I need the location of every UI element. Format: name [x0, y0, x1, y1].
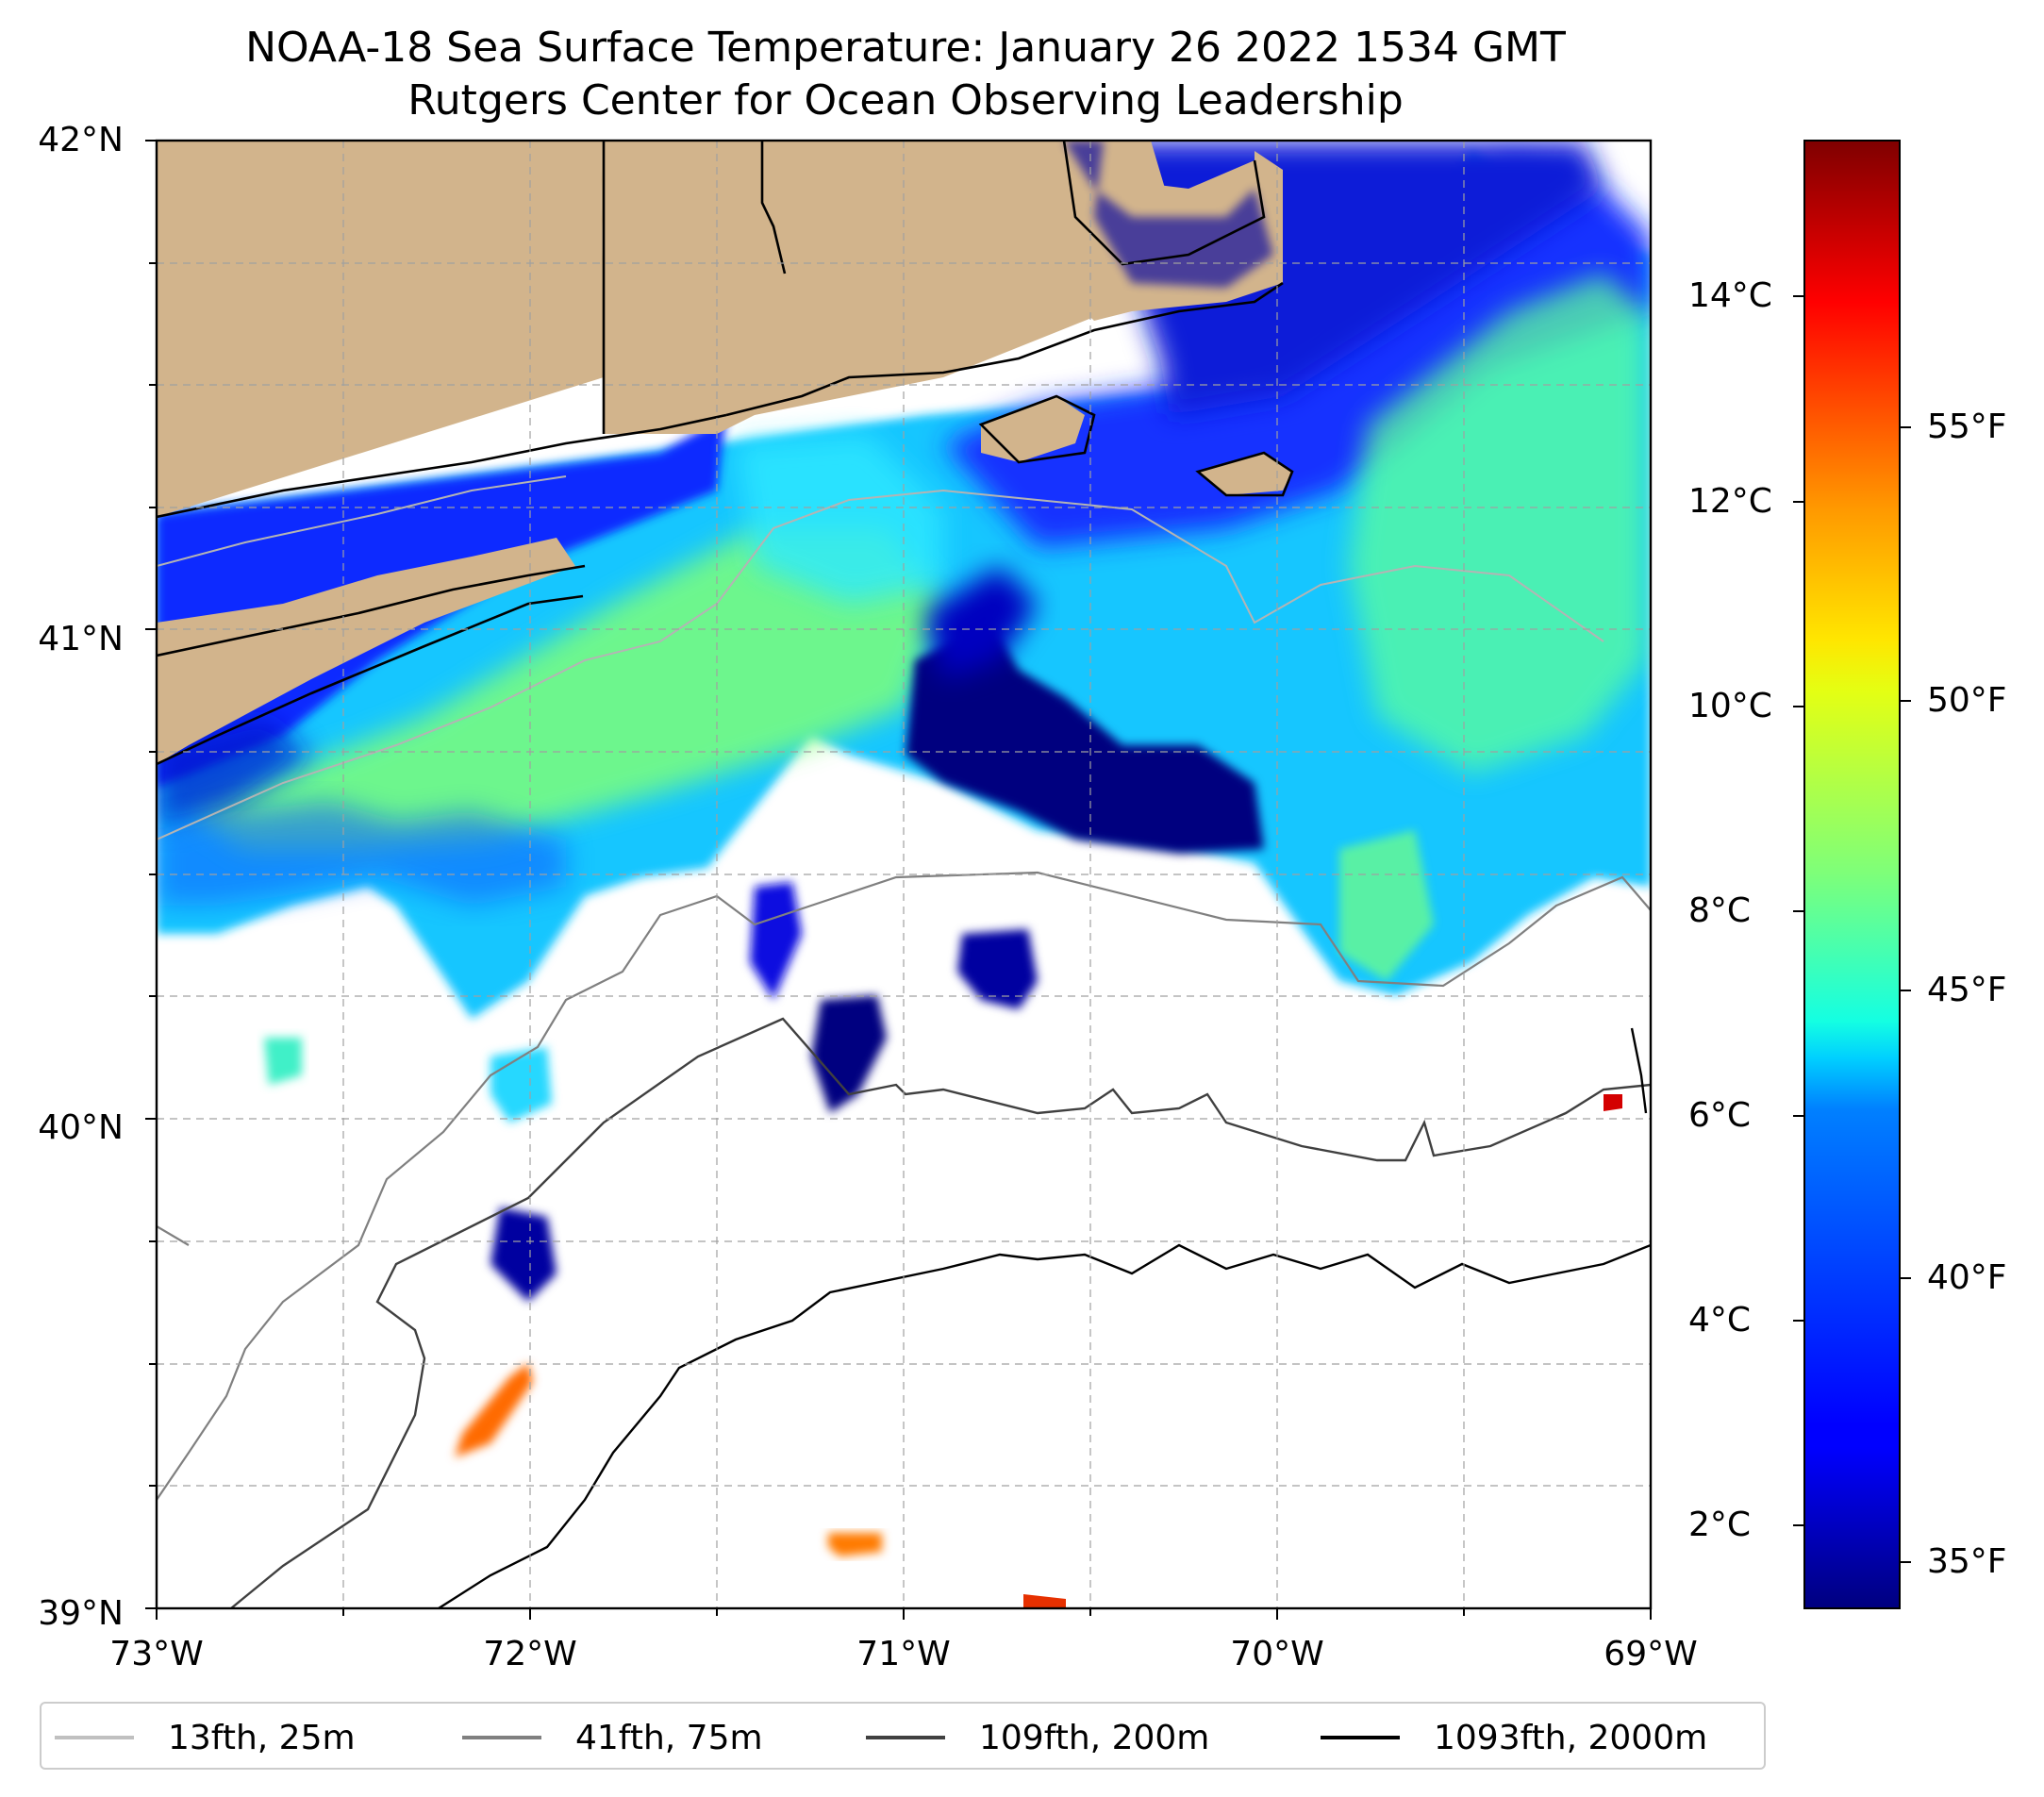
lon-tick-69w: 69°W	[1604, 1635, 1698, 1673]
colorbar-tick-55f: 55°F	[1927, 408, 2007, 446]
legend-item-2000m: 1093fth, 2000m	[1321, 1704, 1707, 1772]
chart-title: NOAA-18 Sea Surface Temperature: January…	[245, 24, 1566, 72]
bathymetry-contours	[157, 475, 1651, 1608]
gridlines	[157, 141, 1651, 1608]
lat-tick-40n: 40°N	[38, 1108, 124, 1147]
legend-label: 41fth, 75m	[575, 1718, 763, 1757]
lat-tick-39n: 39°N	[38, 1594, 124, 1633]
colorbar-tick-14c: 14°C	[1688, 276, 1772, 315]
state-borders	[602, 141, 787, 434]
contour-legend: 13fth, 25m 41fth, 75m 109fth, 200m 1093f…	[40, 1702, 1766, 1770]
legend-label: 13fth, 25m	[168, 1718, 356, 1757]
colorbar-tick-12c: 12°C	[1688, 482, 1772, 521]
colorbar	[1803, 140, 1901, 1609]
lat-tick-42n: 42°N	[38, 121, 124, 159]
legend-item-200m: 109fth, 200m	[866, 1704, 1209, 1772]
legend-item-25m: 13fth, 25m	[55, 1704, 356, 1772]
lon-tick-70w: 70°W	[1230, 1635, 1324, 1673]
colorbar-tick-4c: 4°C	[1688, 1301, 1752, 1339]
lon-tick-73w: 73°W	[109, 1635, 204, 1673]
legend-item-75m: 41fth, 75m	[462, 1704, 763, 1772]
colorbar-tick-45f: 45°F	[1927, 971, 2007, 1009]
coastline	[157, 141, 1294, 766]
colorbar-tick-35f: 35°F	[1927, 1542, 2007, 1581]
lat-tick-41n: 41°N	[38, 620, 124, 658]
legend-line-75m	[462, 1736, 541, 1739]
colorbar-tick-40f: 40°F	[1927, 1258, 2007, 1297]
colorbar-tick-6c: 6°C	[1688, 1096, 1752, 1135]
map-area	[157, 141, 1651, 1608]
colorbar-ticks	[1793, 295, 1911, 1563]
lon-tick-71w: 71°W	[856, 1635, 951, 1673]
lon-tick-72w: 72°W	[483, 1635, 577, 1673]
legend-label: 109fth, 200m	[979, 1718, 1210, 1757]
legend-line-25m	[55, 1736, 134, 1739]
legend-line-200m	[866, 1736, 945, 1739]
axis-ticks	[145, 140, 1652, 1620]
colorbar-tick-50f: 50°F	[1927, 681, 2007, 720]
colorbar-tick-10c: 10°C	[1688, 687, 1772, 725]
colorbar-tick-2c: 2°C	[1688, 1506, 1752, 1544]
legend-line-2000m	[1321, 1736, 1400, 1739]
land	[157, 141, 1292, 764]
colorbar-tick-8c: 8°C	[1688, 891, 1752, 930]
chart-subtitle: Rutgers Center for Ocean Observing Leade…	[407, 76, 1404, 125]
legend-label: 1093fth, 2000m	[1434, 1718, 1708, 1757]
